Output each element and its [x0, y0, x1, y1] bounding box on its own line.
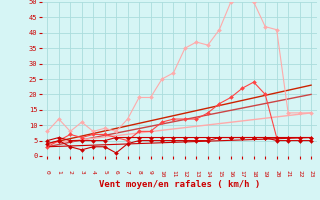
X-axis label: Vent moyen/en rafales ( km/h ): Vent moyen/en rafales ( km/h ): [99, 180, 260, 189]
